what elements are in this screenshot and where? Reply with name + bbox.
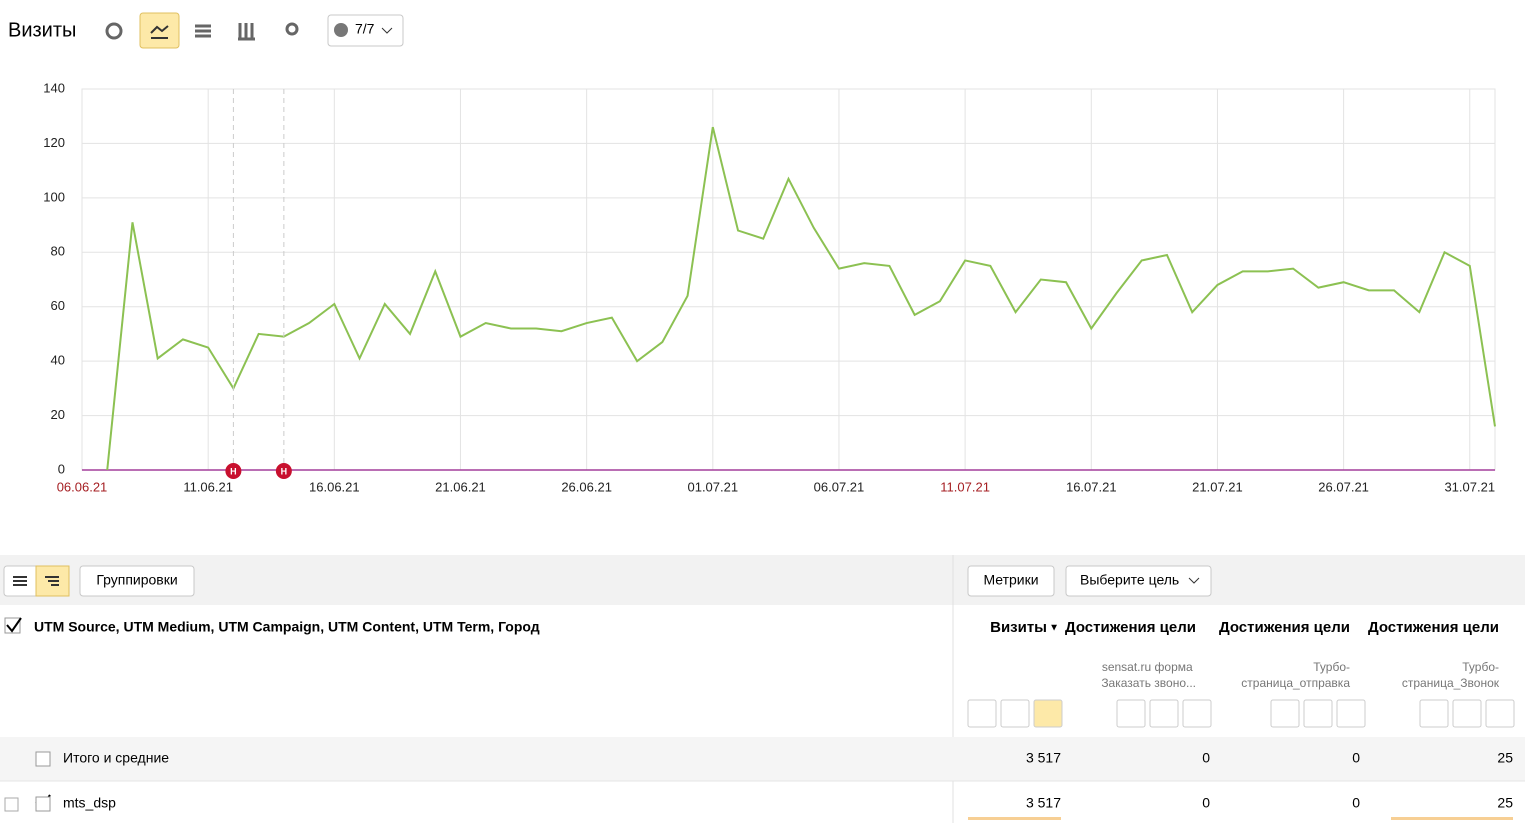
line-icon bbox=[150, 25, 169, 39]
x-tick-label: 26.07.21 bbox=[1318, 479, 1369, 494]
x-tick-label: 16.06.21 bbox=[309, 479, 360, 494]
column-tool[interactable] bbox=[1149, 699, 1179, 728]
line-icon-button[interactable] bbox=[139, 12, 180, 49]
x-tick-label: 11.07.21 bbox=[940, 479, 990, 494]
column-title: Достижения цели bbox=[1368, 619, 1499, 636]
dimension-header: UTM Source, UTM Medium, UTM Campaign, UT… bbox=[34, 619, 540, 635]
sort-arrow[interactable]: ▼ bbox=[1049, 623, 1059, 634]
data-line bbox=[106, 126, 1496, 471]
cell: 0 bbox=[1352, 795, 1360, 811]
column-tool[interactable] bbox=[1452, 699, 1482, 728]
metrics-button[interactable] bbox=[967, 565, 1055, 597]
pie-icon[interactable] bbox=[105, 22, 123, 40]
x-tick-label: 21.06.21 bbox=[435, 479, 486, 494]
cell: 0 bbox=[1352, 750, 1360, 766]
y-tick-label: 40 bbox=[51, 353, 65, 368]
x-tick-label: 06.06.21 bbox=[57, 479, 108, 494]
column-tool[interactable] bbox=[1303, 699, 1333, 728]
chevron bbox=[1188, 577, 1200, 584]
cell: 3 517 bbox=[1026, 750, 1061, 766]
area-icon[interactable] bbox=[195, 24, 211, 38]
checkmark bbox=[6, 617, 22, 633]
annotation-text: Н bbox=[230, 466, 237, 476]
chevron bbox=[381, 27, 393, 34]
column-tool[interactable] bbox=[1270, 699, 1300, 728]
row-label: Итого и средние bbox=[63, 750, 169, 766]
totals-row bbox=[0, 737, 1525, 781]
notes-button[interactable] bbox=[327, 14, 404, 47]
y-tick-label: 80 bbox=[51, 244, 65, 259]
button-label: Метрики bbox=[983, 572, 1038, 588]
plot-frame bbox=[81, 88, 1496, 471]
checkbox[interactable] bbox=[35, 796, 51, 812]
notes-count: 7/7 bbox=[355, 21, 375, 37]
chart: 0 20 40 60 80 100 120 140 06.06.21 11.06.21 16.06.… bbox=[43, 80, 1496, 494]
table-toolbar bbox=[0, 555, 1525, 605]
column-tool[interactable] bbox=[1000, 699, 1030, 728]
x-tick-label: 16.07.21 bbox=[1066, 479, 1117, 494]
x-tick-label: 21.07.21 bbox=[1192, 479, 1243, 494]
y-tick-label: 120 bbox=[43, 135, 65, 150]
annotation-text: Н bbox=[281, 466, 288, 476]
share-bar bbox=[968, 817, 1061, 820]
cell: 3 517 bbox=[1026, 795, 1061, 811]
expand-button[interactable] bbox=[4, 797, 19, 812]
y-tick-label: 60 bbox=[51, 298, 65, 313]
column-tool[interactable] bbox=[1182, 699, 1212, 728]
y-tick-label: 0 bbox=[58, 461, 65, 476]
column-title: Визиты bbox=[990, 619, 1047, 636]
button-label: Выберите цель bbox=[1080, 572, 1179, 588]
column-tool[interactable] bbox=[1033, 699, 1063, 728]
column-tool[interactable] bbox=[1116, 699, 1146, 728]
column-tool[interactable] bbox=[1336, 699, 1366, 728]
chart-type-switch bbox=[105, 12, 299, 49]
bar-icon[interactable] bbox=[238, 23, 255, 41]
column-subtitle: Турбо-страница_отправка bbox=[1241, 660, 1350, 690]
column-subtitle: Турбо-страница_Звонок bbox=[1402, 660, 1500, 690]
x-tick-label: 11.06.21 bbox=[183, 479, 233, 494]
map-icon[interactable] bbox=[285, 22, 299, 36]
column-tool[interactable] bbox=[1485, 699, 1515, 728]
goal-select[interactable] bbox=[1065, 565, 1212, 597]
cell: 25 bbox=[1497, 750, 1513, 766]
page-title: Визиты bbox=[8, 19, 76, 41]
annotation-marker[interactable] bbox=[275, 463, 292, 479]
column-tool[interactable] bbox=[967, 699, 997, 728]
x-tick-label: 01.07.21 bbox=[687, 479, 738, 494]
checkbox[interactable] bbox=[4, 617, 21, 634]
notes-icon bbox=[334, 23, 348, 37]
button-label: Группировки bbox=[96, 572, 177, 588]
cell: 0 bbox=[1202, 750, 1210, 766]
table: Визиты ▼ Достижения цели sensat.ru форма За… bbox=[4, 619, 1515, 820]
column-title: Достижения цели bbox=[1065, 619, 1196, 636]
row-label: mts_dsp bbox=[63, 795, 116, 811]
annotation-marker[interactable] bbox=[225, 463, 242, 479]
groupings-button[interactable] bbox=[79, 565, 195, 597]
cell: 0 bbox=[1202, 795, 1210, 811]
view-icons bbox=[13, 576, 59, 586]
y-tick-label: 140 bbox=[43, 80, 65, 95]
column-tool[interactable] bbox=[1419, 699, 1449, 728]
column-subtitle: sensat.ru форма Заказать звоно... bbox=[1101, 660, 1196, 690]
x-tick-label: 31.07.21 bbox=[1444, 479, 1495, 494]
y-tick-label: 100 bbox=[43, 189, 65, 204]
y-tick-label: 20 bbox=[51, 407, 65, 422]
x-tick-label: 06.07.21 bbox=[814, 479, 865, 494]
cell: 25 bbox=[1497, 795, 1513, 811]
x-tick-label: 26.06.21 bbox=[561, 479, 612, 494]
checkbox[interactable] bbox=[35, 751, 51, 767]
share-bar bbox=[1391, 817, 1513, 820]
column-title: Достижения цели bbox=[1219, 619, 1350, 636]
